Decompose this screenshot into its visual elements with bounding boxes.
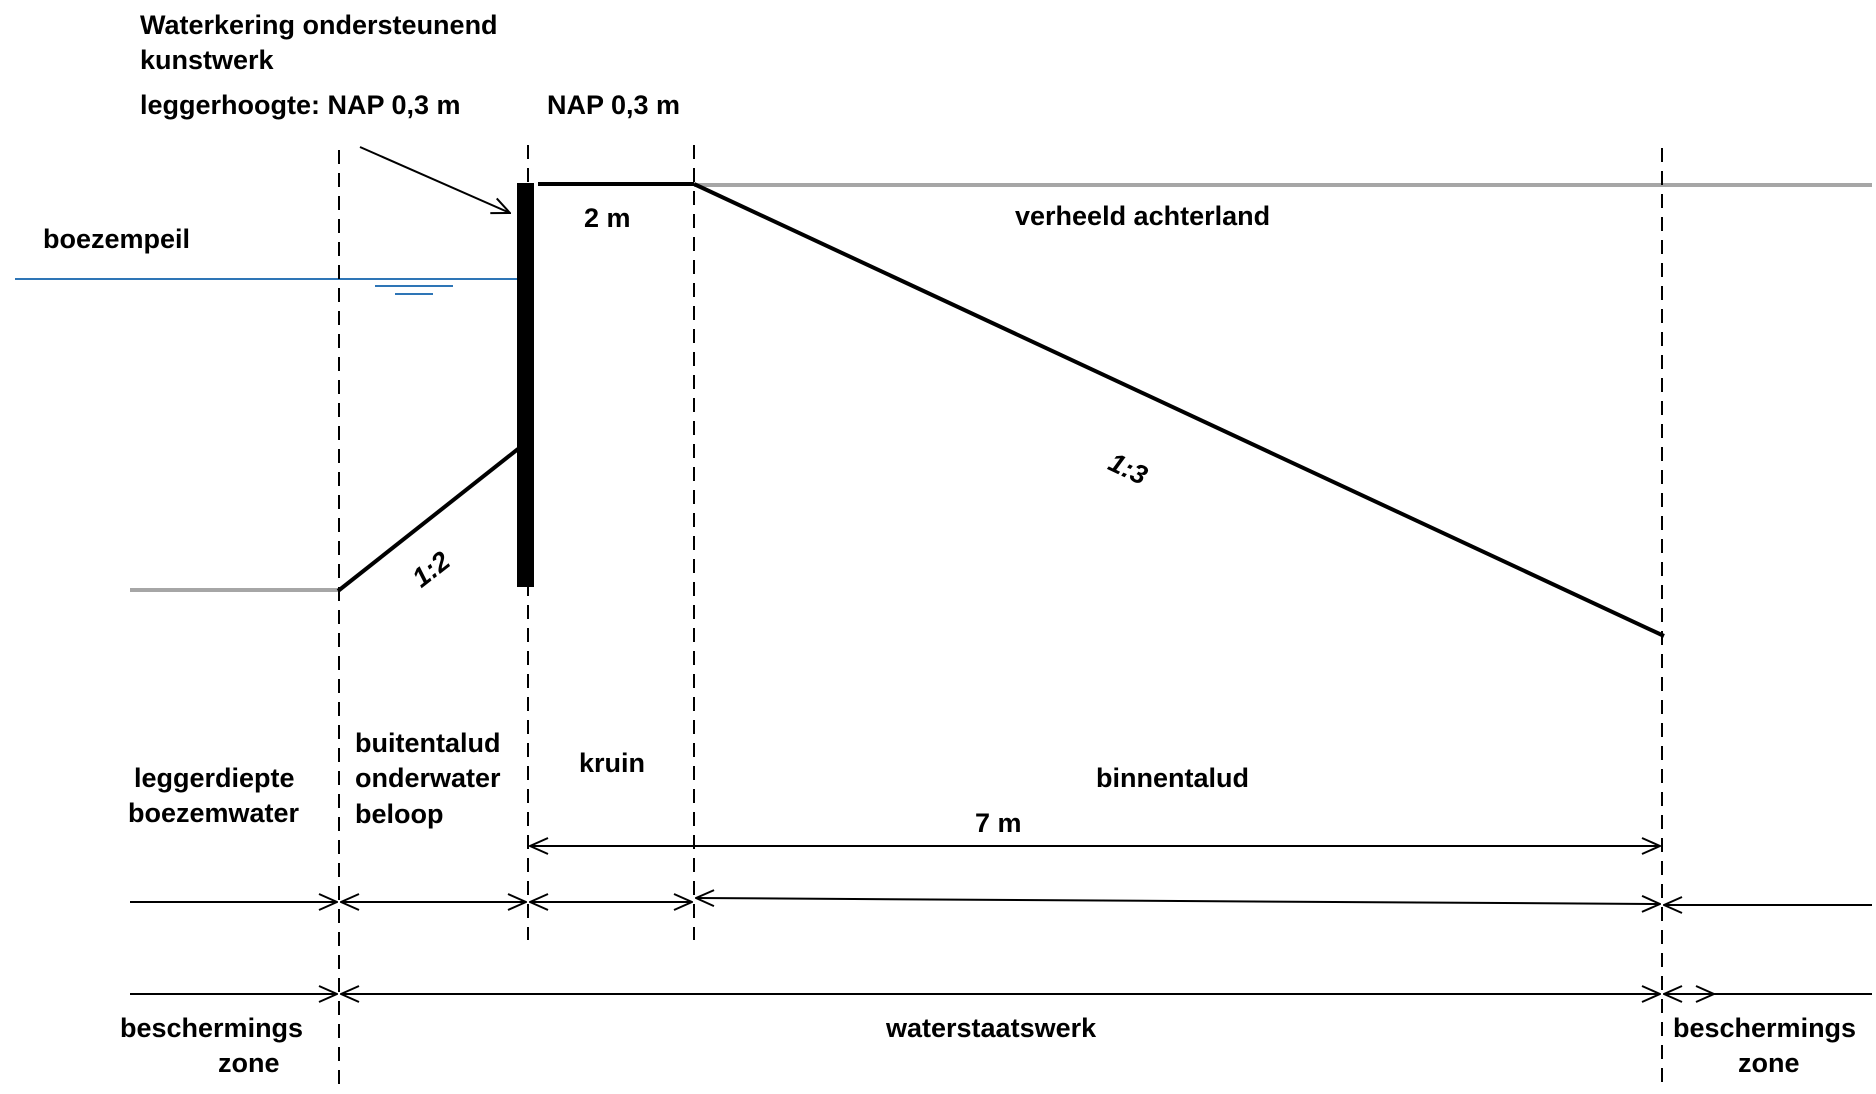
inner-slope-line: [693, 182, 1665, 638]
outer-slope-line: [336, 447, 520, 593]
pointer-arrow: [359, 146, 510, 213]
protection-right-line2: zone: [1738, 1048, 1800, 1078]
zone-outer-line3: beloop: [355, 799, 444, 829]
zone-outer-line2: onderwater: [355, 763, 501, 793]
protection-left-line2: zone: [218, 1048, 280, 1078]
span-binnentalud: [696, 898, 1660, 904]
slope-inner-label: 1:3: [1104, 447, 1152, 491]
zone-depth-line2: boezemwater: [128, 798, 300, 828]
zone-depth-line1: leggerdiepte: [134, 763, 295, 793]
crest-width-label: 2 m: [584, 203, 631, 233]
water-level-label: boezempeil: [43, 224, 190, 254]
nap-right-label: NAP 0,3 m: [547, 90, 680, 120]
sheet-pile-wall: [517, 183, 534, 587]
hinterland-label: verheeld achterland: [1015, 201, 1270, 231]
inner-width-label: 7 m: [975, 808, 1022, 838]
protection-right-line1: beschermings: [1673, 1013, 1856, 1043]
slope-outer-label: 1:2: [406, 546, 455, 594]
legger-height-label: leggerhoogte: NAP 0,3 m: [140, 90, 461, 120]
structure-title-line1: Waterkering ondersteunend: [140, 10, 498, 40]
water-level-symbol: [375, 285, 453, 295]
zone-outer-line1: buitentalud: [355, 728, 500, 758]
zone-inner-label: binnentalud: [1096, 763, 1249, 793]
waterworks-label: waterstaatswerk: [885, 1013, 1097, 1043]
protection-left-line1: beschermings: [120, 1013, 303, 1043]
zone-crest-label: kruin: [579, 748, 645, 778]
structure-title-line2: kunstwerk: [140, 45, 275, 75]
